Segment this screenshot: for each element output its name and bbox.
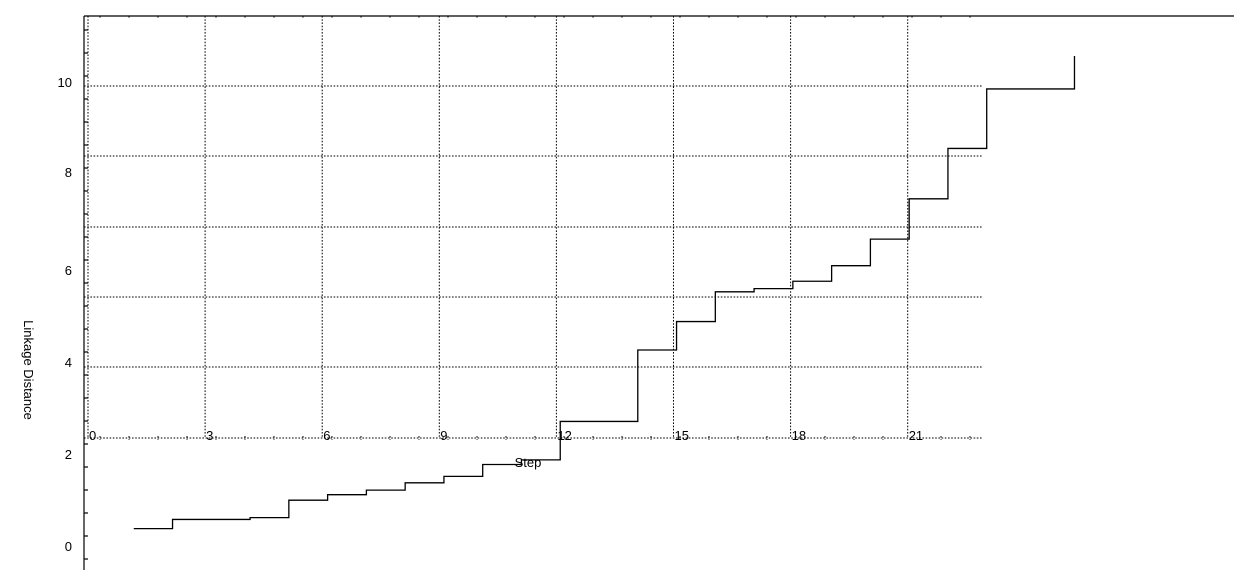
y-tick-label: 0: [65, 539, 72, 554]
axes: [83, 15, 1234, 570]
y-tick-label: 2: [65, 447, 72, 462]
step-series-line: [133, 55, 1076, 530]
x-tick-label: 3: [206, 428, 213, 443]
x-tick-label: 0: [89, 428, 96, 443]
y-tick-label: 6: [65, 263, 72, 278]
y-tick-label: 4: [65, 355, 72, 370]
x-tick-label: 21: [909, 428, 923, 443]
x-tick-label: 9: [440, 428, 447, 443]
grid: [84, 16, 982, 440]
y-tick-label: 8: [65, 165, 72, 180]
x-axis-label: Step: [515, 455, 542, 470]
ticks: 0 2 4 6 8 10 0 3 6 9 12 15 18 21: [58, 75, 924, 554]
x-tick-label: 15: [675, 428, 689, 443]
series: [133, 55, 1076, 530]
y-tick-label: 10: [58, 75, 72, 90]
x-tick-label: 18: [792, 428, 806, 443]
x-tick-label: 6: [323, 428, 330, 443]
x-tick-label: 12: [557, 428, 571, 443]
y-axis-label: Linkage Distance: [21, 320, 36, 420]
